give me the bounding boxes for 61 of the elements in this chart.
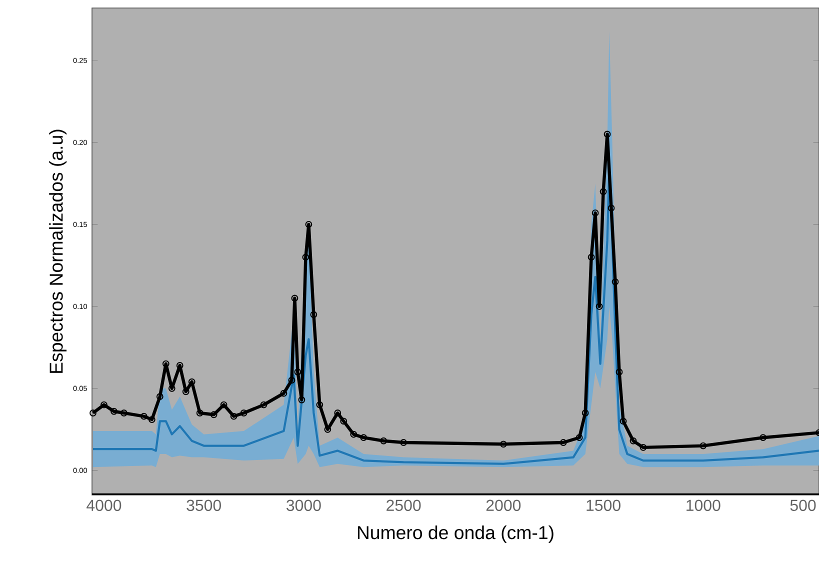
point	[500, 440, 507, 448]
point	[176, 362, 184, 369]
point	[120, 410, 128, 416]
point	[640, 444, 647, 451]
point	[294, 368, 302, 376]
point	[588, 254, 595, 261]
y-axis-title: Espectros Normalizados (a.u)	[49, 130, 67, 373]
point	[582, 410, 589, 416]
point	[596, 302, 603, 310]
point	[90, 410, 96, 416]
point	[350, 430, 358, 438]
x-tick-label: 1000	[686, 500, 720, 512]
point	[400, 439, 408, 446]
x-tick-label: 500	[790, 500, 816, 512]
point	[576, 434, 583, 442]
point	[230, 412, 238, 420]
point	[360, 434, 368, 442]
point	[380, 437, 388, 444]
point	[188, 378, 196, 386]
point	[700, 442, 707, 450]
point	[334, 410, 342, 416]
point	[148, 416, 156, 424]
point	[140, 412, 148, 420]
point	[210, 411, 218, 418]
point	[291, 294, 298, 302]
point	[324, 426, 332, 433]
point	[760, 434, 767, 442]
x-tick-label: 3000	[286, 500, 321, 512]
x-tick-label: 1500	[586, 500, 620, 512]
point	[620, 418, 627, 425]
point	[630, 437, 637, 444]
point	[316, 401, 324, 408]
point	[280, 390, 288, 397]
point	[600, 188, 607, 196]
point	[196, 410, 204, 416]
point	[298, 396, 306, 404]
point	[110, 408, 118, 415]
point	[288, 376, 296, 384]
x-axis-title: Numero de onda (cm-1)	[358, 526, 554, 543]
point	[302, 254, 310, 261]
x-tick-label: 2500	[386, 500, 421, 512]
point	[612, 278, 619, 286]
point	[100, 401, 108, 408]
point	[168, 384, 176, 392]
point	[260, 401, 268, 408]
point	[616, 368, 623, 376]
point	[182, 388, 190, 396]
point	[604, 130, 611, 138]
point	[162, 360, 170, 368]
point	[220, 401, 228, 408]
point	[608, 204, 615, 212]
point	[310, 311, 318, 318]
point	[240, 410, 248, 416]
point	[156, 393, 164, 400]
point	[305, 220, 312, 228]
point	[560, 439, 567, 446]
point	[340, 418, 348, 425]
x-tick-label: 4000	[86, 500, 122, 512]
x-tick-label: 2000	[486, 500, 521, 512]
point	[592, 209, 599, 216]
x-tick-label: 3500	[186, 500, 222, 512]
